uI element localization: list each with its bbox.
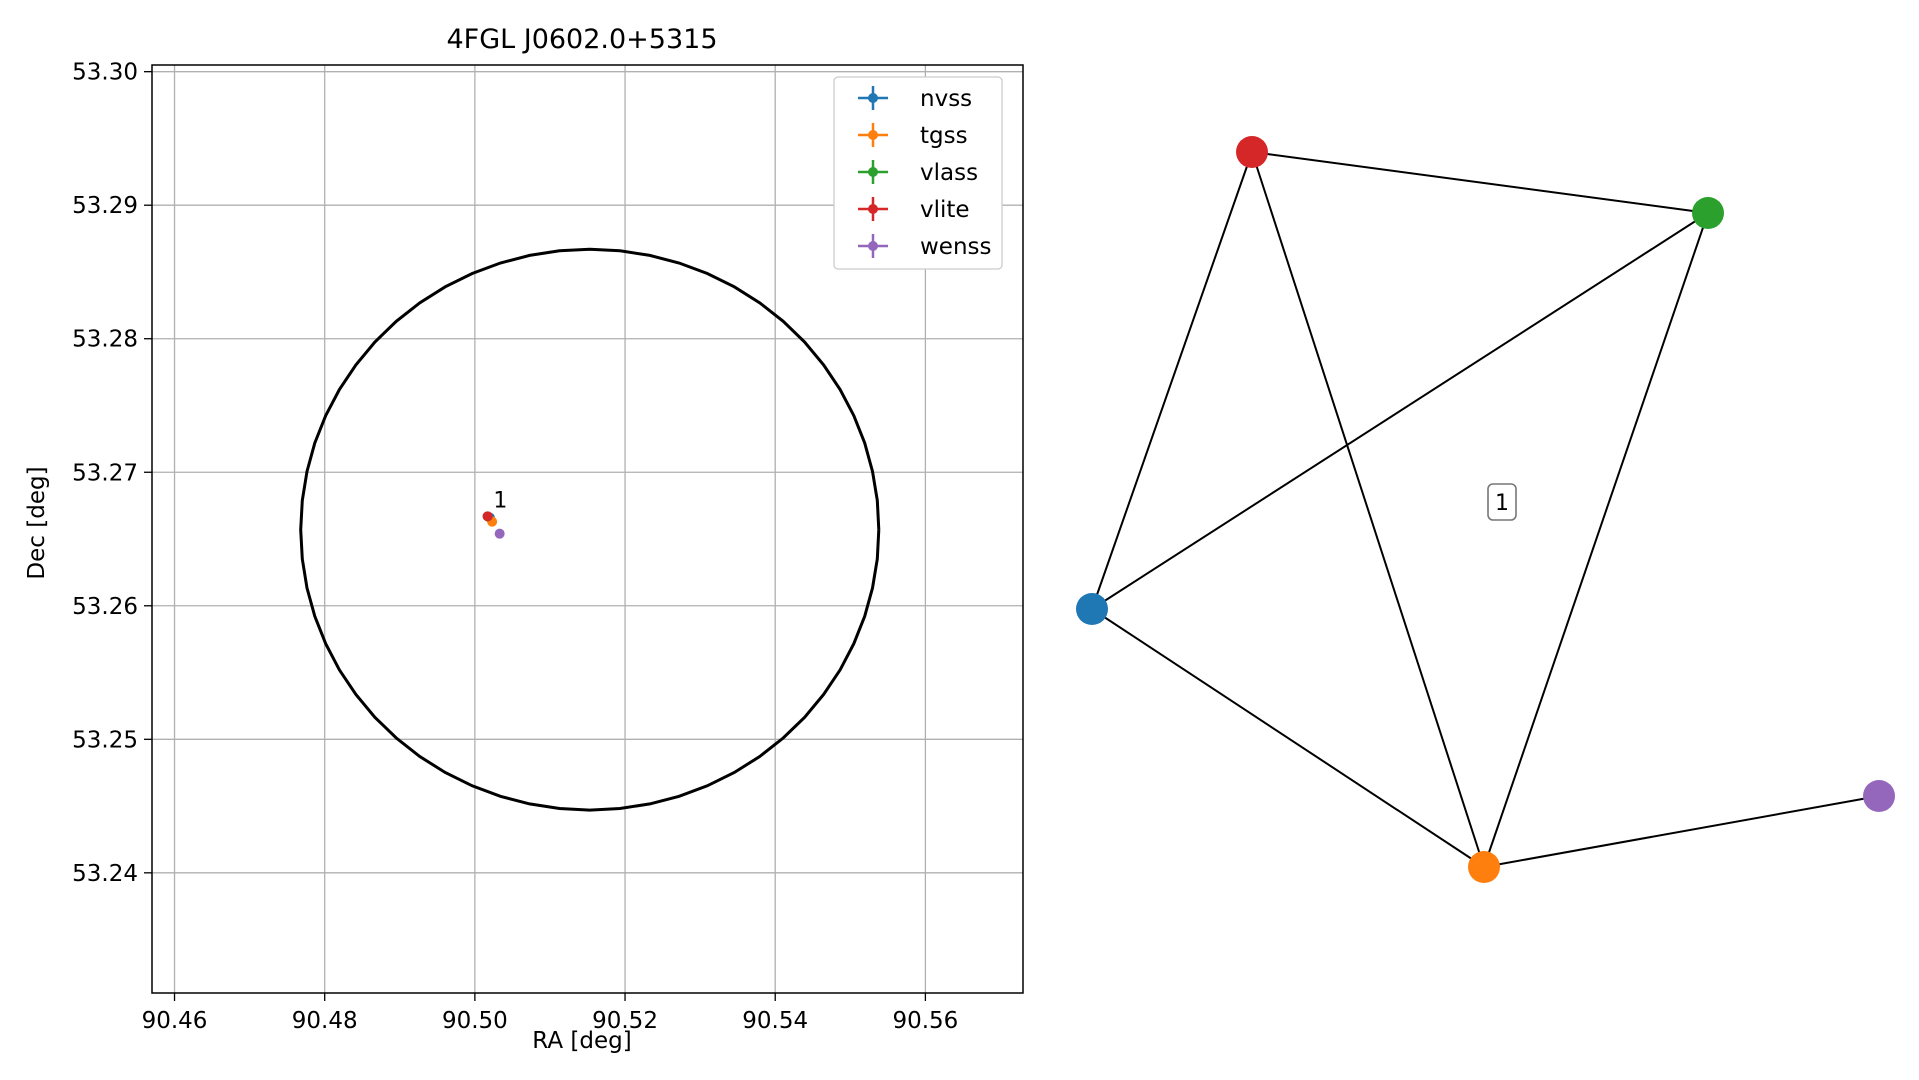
cluster-label: 1: [1495, 491, 1509, 516]
node-wenss: [1863, 780, 1895, 812]
x-tick-label: 90.54: [742, 1008, 808, 1034]
plot-title: 4FGL J0602.0+5315: [446, 24, 717, 55]
edge-vlite-tgss: [1251, 151, 1485, 868]
legend-items: nvss tgss vlass vlite wenss: [858, 86, 992, 260]
edge-vlass-tgss: [1483, 212, 1709, 868]
y-tick-label: 53.24: [72, 861, 138, 887]
y-axis-ticks: 53.24 53.25 53.26 53.27 53.28 53.29 53.30: [72, 60, 152, 887]
x-tick-label: 90.50: [442, 1008, 508, 1034]
edge-vlite-nvss: [1091, 151, 1253, 610]
network-edges: [1091, 151, 1880, 868]
node-vlass: [1692, 197, 1724, 229]
node-tgss: [1468, 851, 1500, 883]
legend-frame: [833, 76, 1003, 270]
sky-position-plot: 4FGL J0602.0+5315 1 90.46 90.48 90.50 90.52…: [24, 24, 1024, 1054]
legend: nvss tgss vlass vlite wenss: [833, 76, 1003, 270]
source-network-graph: 1: [1076, 136, 1895, 883]
x-tick-label: 90.52: [592, 1008, 658, 1034]
y-tick-label: 53.28: [72, 327, 138, 353]
x-tick-label: 90.48: [292, 1008, 358, 1034]
legend-label-vlass: vlass: [920, 160, 978, 186]
plot-frame: [151, 64, 1024, 994]
y-tick-label: 53.25: [72, 727, 138, 753]
edge-vlass-nvss: [1091, 212, 1709, 610]
legend-label-vlite: vlite: [920, 197, 970, 223]
x-tick-label: 90.56: [892, 1008, 958, 1034]
edge-vlite-vlass: [1251, 151, 1709, 214]
y-tick-label: 53.27: [72, 460, 138, 486]
cluster-label-box: 1: [1487, 483, 1517, 521]
point-vlite: [482, 511, 493, 522]
y-axis-label: Dec [deg]: [24, 466, 50, 579]
x-axis-label: RA [deg]: [532, 1028, 631, 1054]
localization-circle: [299, 247, 881, 812]
x-axis-ticks: 90.46 90.48 90.50 90.52 90.54 90.56: [142, 993, 958, 1034]
legend-marker-nvss: [868, 93, 878, 103]
y-tick-label: 53.26: [72, 594, 138, 620]
x-tick-label: 90.46: [142, 1008, 208, 1034]
legend-label-tgss: tgss: [920, 123, 968, 149]
cluster-annotation: 1: [493, 489, 507, 514]
legend-marker-tgss: [868, 130, 878, 140]
data-points: [482, 511, 505, 539]
edge-nvss-tgss: [1091, 608, 1485, 868]
network-nodes: [1076, 136, 1895, 883]
legend-label-wenss: wenss: [920, 234, 992, 260]
y-tick-label: 53.30: [72, 60, 138, 86]
node-vlite: [1236, 136, 1268, 168]
node-nvss: [1076, 593, 1108, 625]
edge-tgss-wenss: [1483, 795, 1880, 868]
point-wenss: [494, 528, 505, 539]
localization-ellipse: [299, 247, 881, 812]
legend-marker-wenss: [868, 241, 878, 251]
legend-marker-vlite: [868, 204, 878, 214]
legend-label-nvss: nvss: [920, 86, 972, 112]
y-tick-label: 53.29: [72, 193, 138, 219]
legend-marker-vlass: [868, 167, 878, 177]
